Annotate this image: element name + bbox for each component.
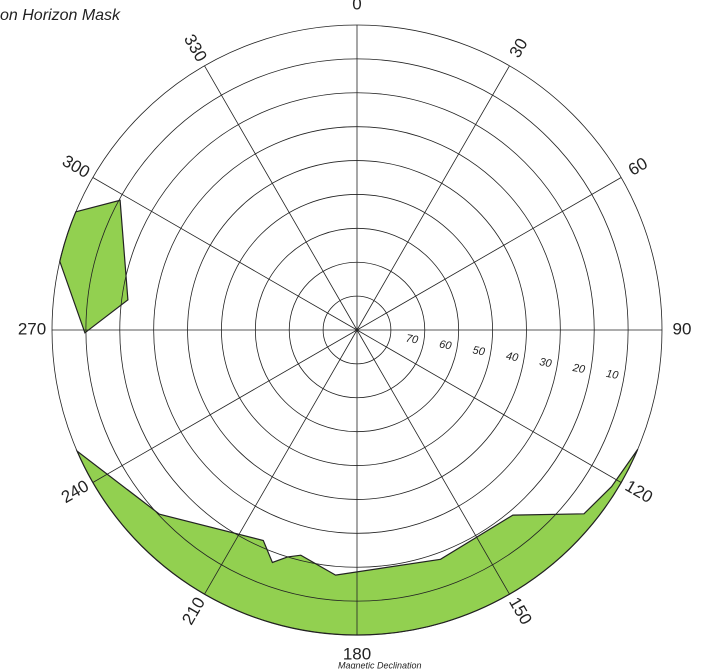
theta-tick-label: 300 (59, 151, 93, 182)
theta-tick-label: 240 (58, 476, 92, 507)
r-tick-label: 70 (405, 333, 420, 347)
r-tick-label: 50 (472, 344, 487, 358)
r-tick-label: 10 (605, 368, 620, 382)
mask-region (59, 199, 129, 334)
r-tick-label: 20 (571, 362, 587, 376)
spoke (356, 329, 622, 483)
footnote: Magnetic Declination (338, 660, 422, 669)
spoke (356, 65, 510, 331)
r-tick-label: 40 (505, 350, 520, 364)
spoke (204, 65, 358, 331)
spoke (92, 177, 358, 331)
theta-tick-label: 180 (343, 644, 371, 663)
mask-region (75, 448, 639, 636)
spoke (356, 329, 510, 595)
theta-tick-label: 270 (18, 319, 46, 338)
spoke (204, 329, 358, 595)
theta-tick-label: 150 (505, 594, 536, 628)
spoke (92, 329, 358, 483)
theta-tick-label: 330 (180, 31, 211, 65)
theta-tick-label: 90 (673, 319, 692, 338)
theta-tick-label: 210 (178, 594, 209, 628)
spoke (356, 177, 622, 331)
theta-tick-label: 30 (506, 35, 532, 61)
chart-title: on Horizon Mask (0, 7, 121, 24)
r-tick-label: 60 (438, 339, 453, 353)
theta-tick-label: 0 (352, 0, 361, 13)
theta-tick-label: 120 (622, 476, 656, 507)
theta-tick-label: 60 (625, 154, 651, 180)
r-tick-label: 30 (538, 356, 553, 370)
